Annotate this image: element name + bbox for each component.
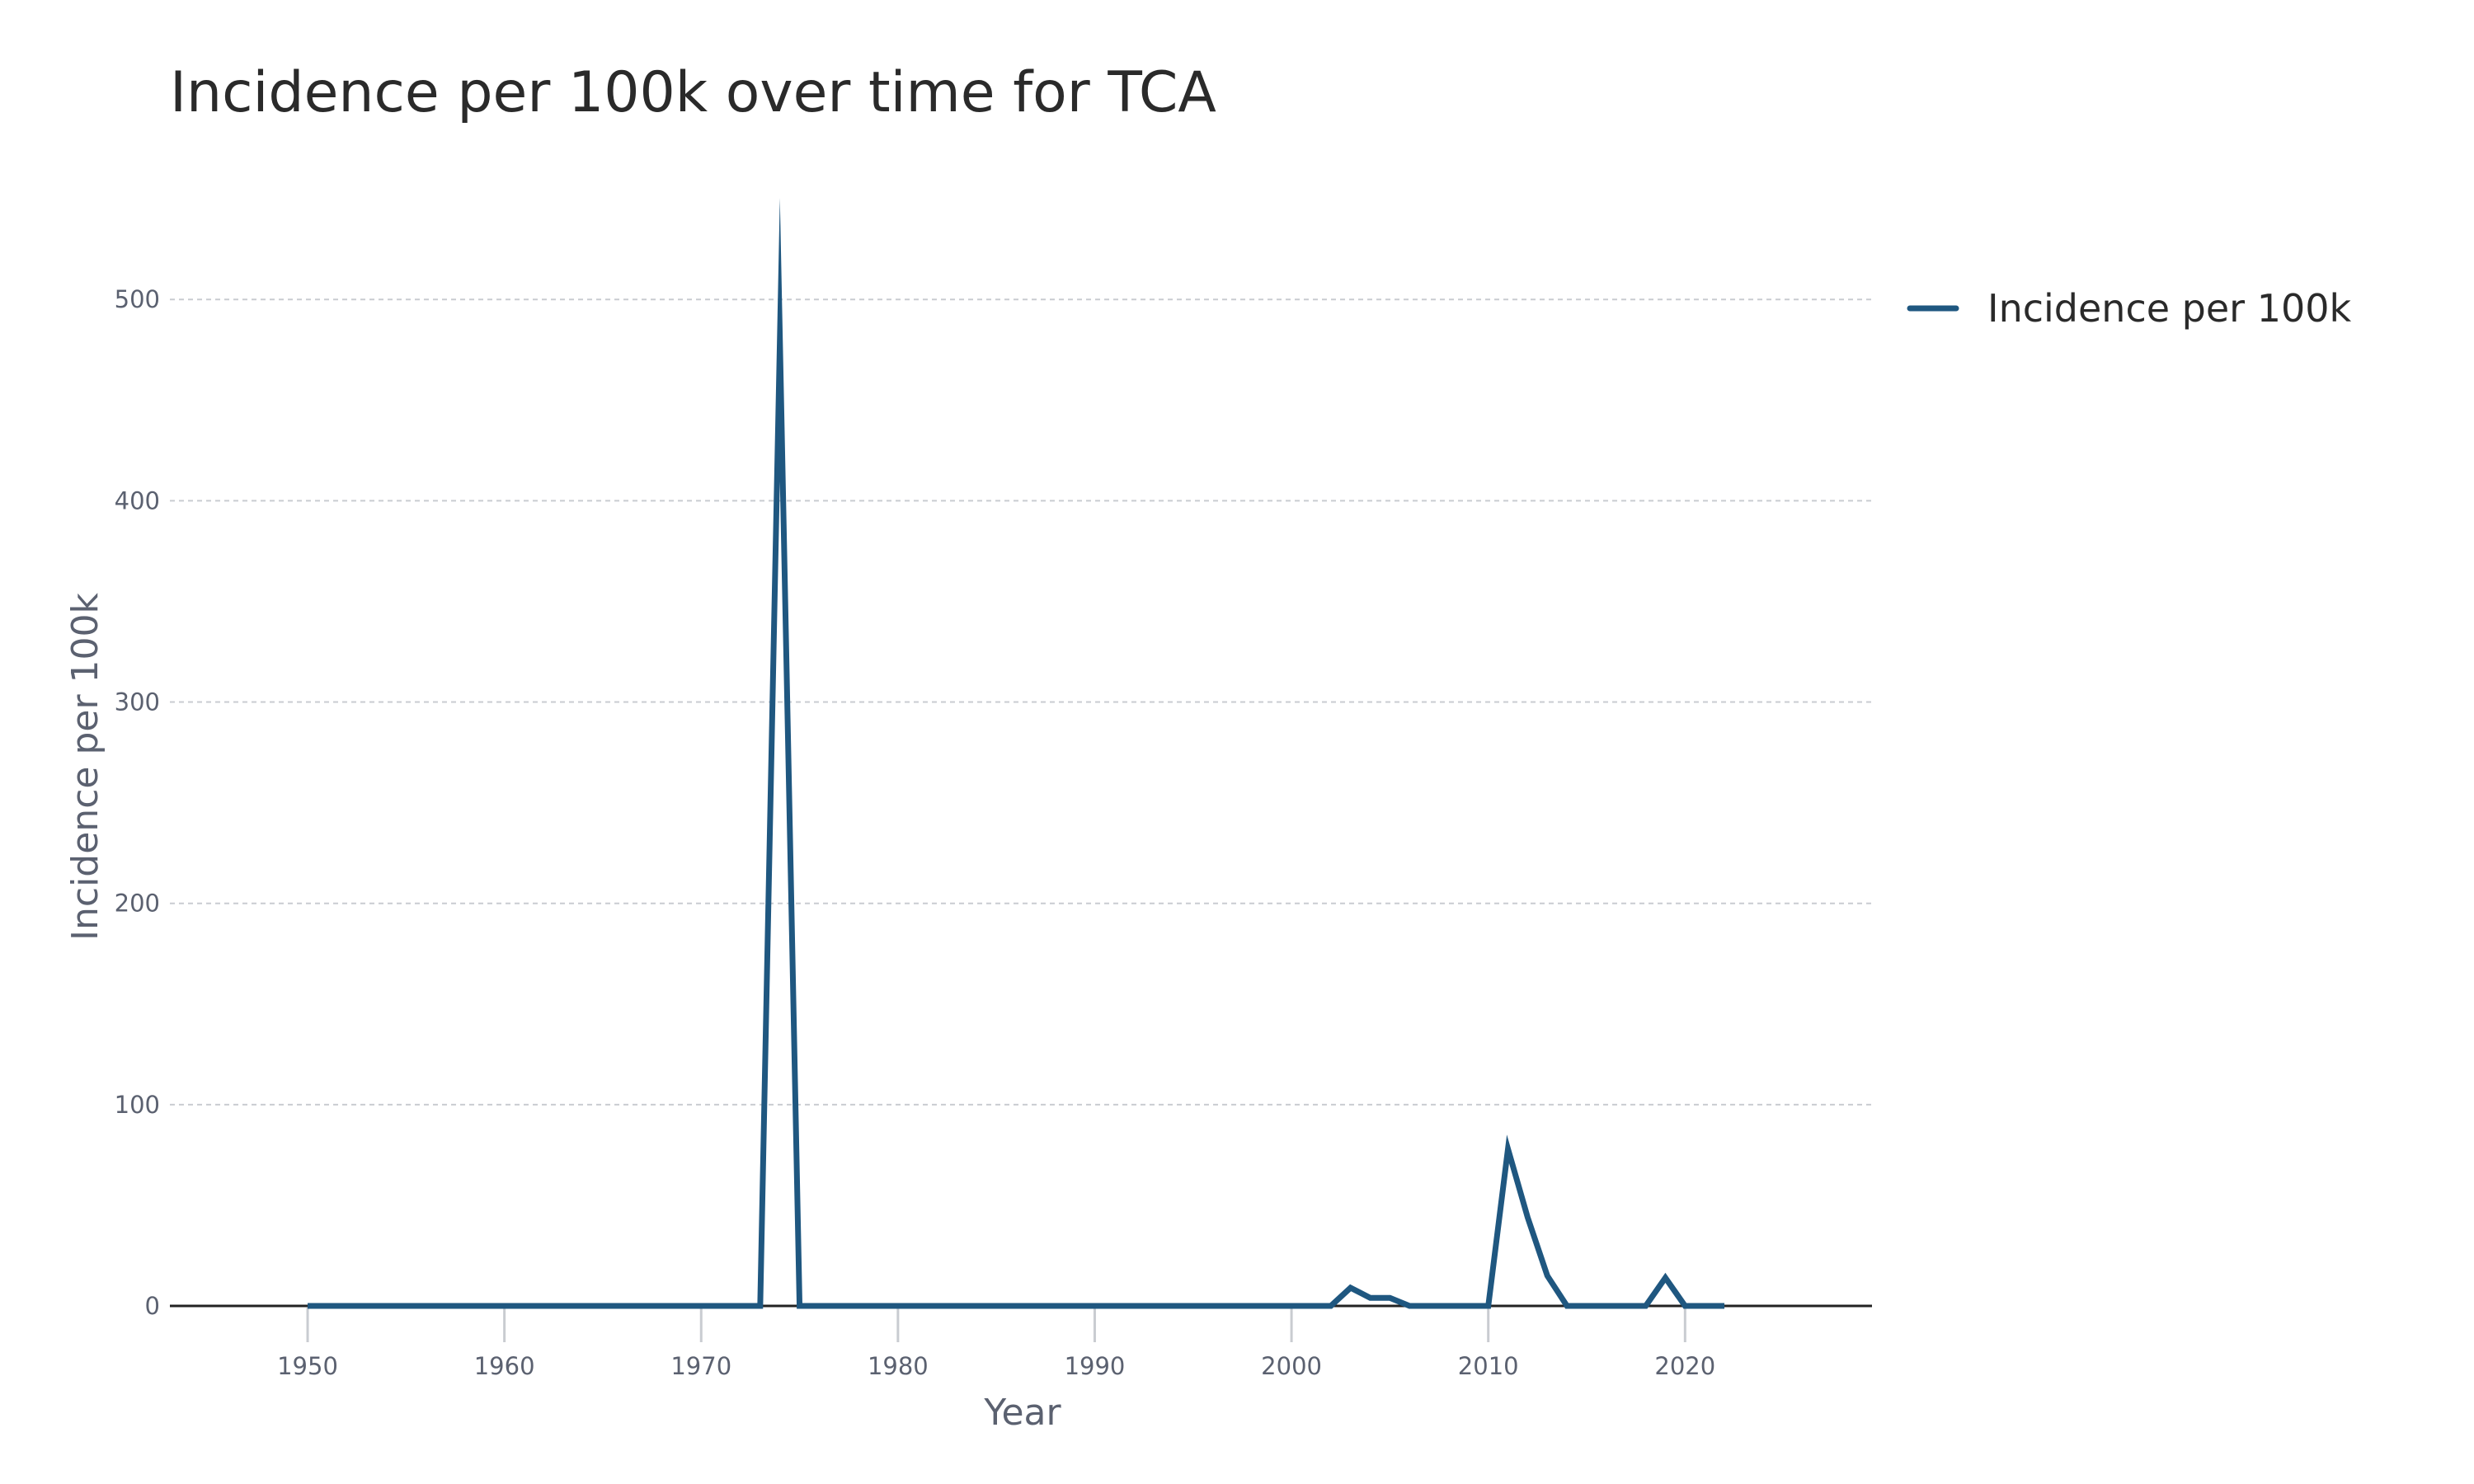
data-point[interactable] [1425,1302,1433,1310]
data-point[interactable] [992,1302,1000,1310]
data-point[interactable] [736,1302,745,1310]
axes: 0 100 200 300 400 500 1950 1960 1970 1980 1990 2000… [115,285,1872,1380]
data-point[interactable] [363,1302,371,1310]
legend-label: Incidence per 100k [1987,286,2351,331]
data-point[interactable] [1720,1302,1729,1310]
data-point[interactable] [343,1302,351,1310]
data-point[interactable] [717,1302,725,1310]
x-tick-label: 1960 [474,1352,535,1380]
data-point[interactable] [796,1302,804,1310]
data-point[interactable] [1209,1302,1217,1310]
data-point[interactable] [1484,1302,1493,1310]
data-point[interactable] [1465,1302,1473,1310]
data-point[interactable] [618,1302,627,1310]
data-point[interactable] [934,1302,942,1310]
data-point[interactable] [402,1302,410,1310]
data-point[interactable] [1563,1302,1571,1310]
data-point[interactable] [1327,1302,1335,1310]
chart-title: Incidence per 100k over time for TCA [170,60,1216,125]
gridlines [170,298,1872,1106]
data-point[interactable] [441,1302,449,1310]
data-point[interactable] [1071,1302,1079,1310]
data-point[interactable] [1543,1271,1551,1280]
data-point[interactable] [1366,1294,1375,1302]
data-point[interactable] [658,1302,666,1310]
data-point[interactable] [579,1302,587,1310]
data-point[interactable] [697,1302,705,1310]
data-point[interactable] [638,1302,647,1310]
data-point[interactable] [1090,1302,1098,1310]
y-tick-label: 100 [115,1091,160,1119]
data-point[interactable] [382,1302,390,1310]
data-point[interactable] [756,1302,764,1310]
data-point[interactable] [835,1302,843,1310]
data-point[interactable] [1504,1145,1512,1153]
data-point[interactable] [421,1302,430,1310]
data-point[interactable] [303,1302,312,1310]
data-point[interactable] [1150,1302,1158,1310]
x-tick-label: 2020 [1654,1352,1715,1380]
data-point[interactable] [972,1302,981,1310]
data-point[interactable] [1248,1302,1256,1310]
data-point[interactable] [1681,1302,1689,1310]
legend[interactable]: Incidence per 100k [1907,286,2351,331]
data-point[interactable] [1169,1302,1178,1310]
y-tick-label: 0 [145,1292,160,1320]
data-point[interactable] [1661,1274,1669,1282]
x-tick-label: 1990 [1065,1352,1126,1380]
data-point[interactable] [952,1302,961,1310]
data-point[interactable] [1523,1214,1531,1222]
data-point[interactable] [894,1302,902,1310]
series-line[interactable] [308,198,1725,1309]
data-point[interactable] [323,1302,332,1310]
series-layer [303,198,1729,1310]
data-point[interactable] [1130,1302,1138,1310]
data-point[interactable] [1583,1302,1591,1310]
data-point[interactable] [1445,1302,1453,1310]
y-tick-label: 200 [115,890,160,918]
data-point[interactable] [1051,1302,1060,1310]
data-point[interactable] [539,1302,548,1310]
data-point[interactable] [1189,1302,1197,1310]
data-point[interactable] [1012,1302,1020,1310]
data-point[interactable] [776,336,784,344]
data-point[interactable] [1268,1302,1276,1310]
data-point[interactable] [501,1302,509,1310]
data-point[interactable] [1642,1302,1650,1310]
data-point[interactable] [1700,1302,1709,1310]
data-point[interactable] [1347,1284,1355,1292]
y-tick-label: 500 [115,285,160,313]
data-point[interactable] [520,1302,529,1310]
data-point[interactable] [461,1302,469,1310]
x-tick-label: 1970 [670,1352,731,1380]
data-point[interactable] [559,1302,567,1310]
y-axis-title: Incidence per 100k [64,593,106,941]
x-tick-label: 1950 [277,1352,338,1380]
data-point[interactable] [1287,1302,1296,1310]
x-tick-label: 2000 [1261,1352,1322,1380]
data-point[interactable] [599,1302,607,1310]
data-point[interactable] [854,1302,863,1310]
y-tick-label: 300 [115,688,160,716]
x-tick-label: 2010 [1458,1352,1519,1380]
x-axis-title: Year [983,1392,1061,1434]
data-point[interactable] [1032,1302,1040,1310]
data-point[interactable] [1385,1294,1394,1302]
data-point[interactable] [914,1302,922,1310]
data-point[interactable] [1622,1302,1630,1310]
data-point[interactable] [481,1302,489,1310]
y-tick-label: 400 [115,486,160,514]
data-point[interactable] [874,1302,882,1310]
data-point[interactable] [815,1302,823,1310]
data-point[interactable] [1110,1302,1118,1310]
data-point[interactable] [1405,1302,1413,1310]
x-tick-label: 1980 [868,1352,929,1380]
data-point[interactable] [1229,1302,1237,1310]
data-point[interactable] [1307,1302,1315,1310]
data-point[interactable] [677,1302,685,1310]
data-point[interactable] [1602,1302,1611,1310]
